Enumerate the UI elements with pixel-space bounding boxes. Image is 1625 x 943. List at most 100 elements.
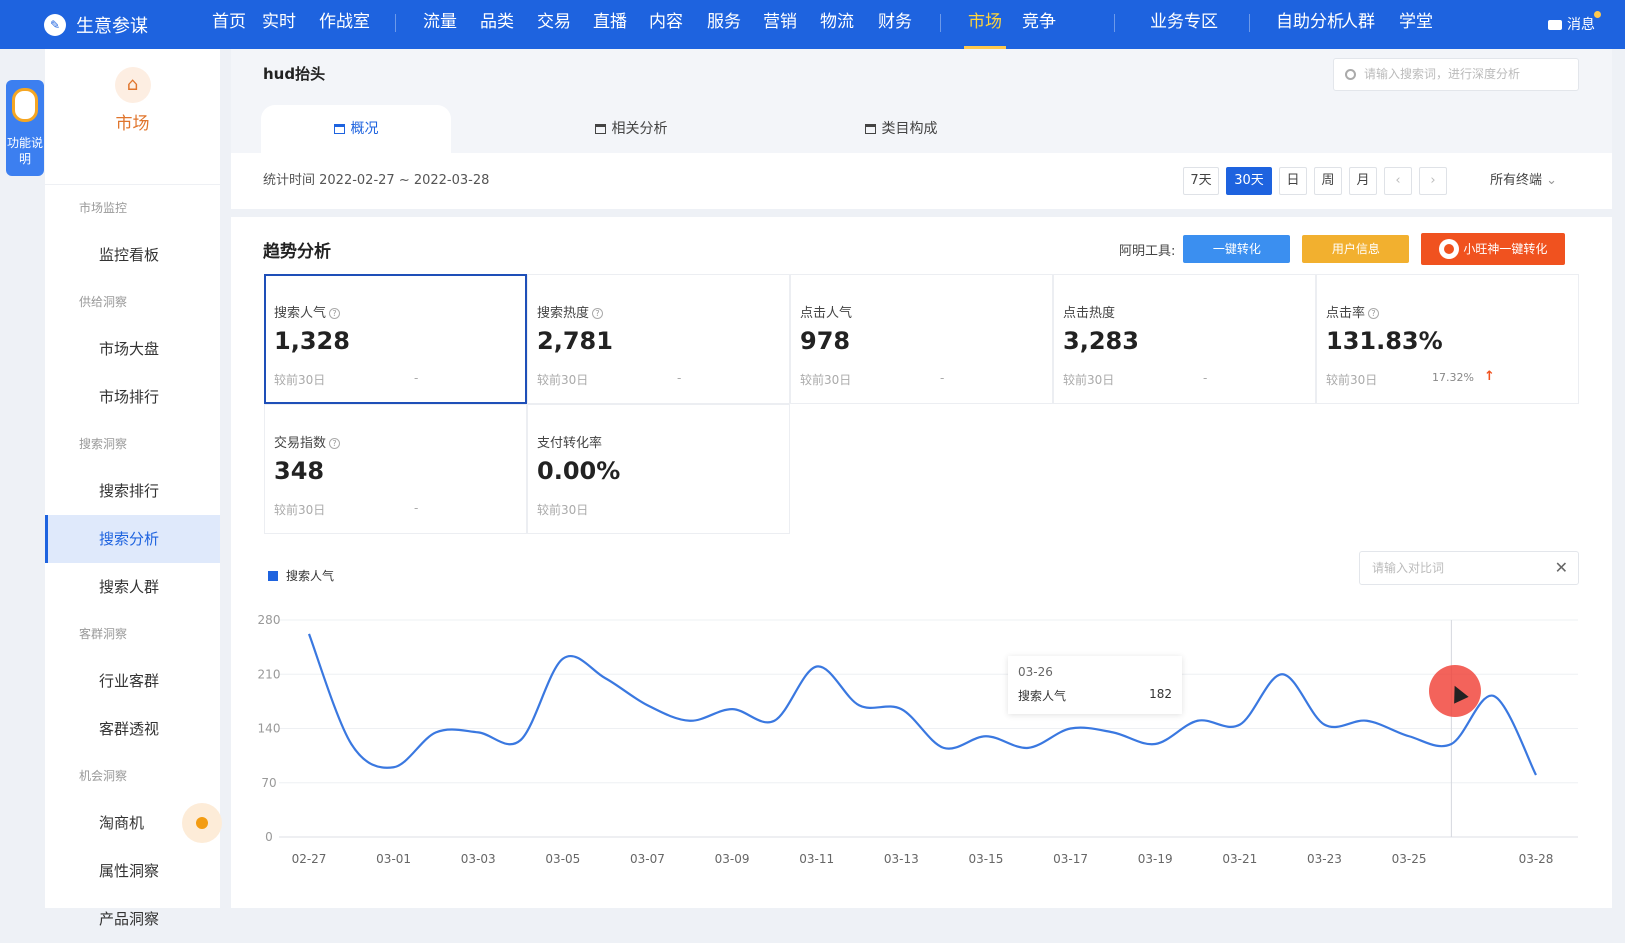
nav-item-4[interactable]: 品类 [480, 12, 514, 32]
tab-0[interactable]: 概况 [261, 105, 451, 153]
sidebar-item[interactable]: 搜索排行 [45, 467, 220, 515]
prev-icon[interactable]: ‹ [1384, 167, 1412, 195]
period-button[interactable]: 30天 [1226, 167, 1272, 195]
nav-item-6[interactable]: 直播 [593, 12, 627, 32]
wangshen-convert-button[interactable]: 小旺神一键转化 [1421, 233, 1566, 265]
metric-value: 0.00% [537, 457, 621, 485]
metric-card[interactable]: 点击人气 978 较前30日 - [790, 274, 1053, 404]
nav-item-9[interactable]: 营销 [763, 12, 797, 32]
metric-compare: 较前30日 [537, 501, 789, 518]
metric-name: 点击人气 [800, 306, 853, 321]
nav-item-11[interactable]: 财务 [878, 12, 912, 32]
metric-card[interactable]: 搜索人气? 1,328 较前30日 - [264, 274, 527, 404]
sidebar-item[interactable]: 淘商机 [45, 799, 222, 847]
keyword-search-input[interactable]: 请输入搜索词，进行深度分析 [1333, 58, 1579, 91]
sidebar-group-title: 机会洞察 [79, 769, 128, 783]
metric-card[interactable]: 交易指数? 348 较前30日 - [264, 404, 527, 534]
metric-label: 搜索人气? [274, 302, 525, 321]
metric-name: 交易指数 [274, 436, 327, 451]
period-button[interactable]: 月 [1349, 167, 1377, 195]
mascot-icon [12, 88, 38, 122]
nav-item-15[interactable]: 自助分析 [1276, 12, 1344, 32]
x-tick-label: 03-15 [969, 852, 1004, 866]
feature-guide-button[interactable]: 功能说明 [6, 80, 44, 176]
metric-value: 2,781 [537, 327, 613, 355]
sidebar-item[interactable]: 市场大盘 [45, 325, 220, 373]
help-icon[interactable]: ? [1368, 308, 1380, 319]
lock-icon [864, 124, 876, 134]
nav-item-14[interactable]: 业务专区 [1150, 12, 1218, 32]
sidebar-item[interactable]: 搜索人群 [45, 563, 220, 611]
lock-icon [333, 124, 345, 134]
metric-label: 点击人气 [800, 302, 1052, 321]
compare-label: 较前30日 [800, 373, 852, 387]
period-button[interactable]: 7天 [1183, 167, 1219, 195]
metric-compare: 较前30日 - [800, 371, 1052, 388]
nav-separator [1249, 14, 1250, 32]
one-click-convert-button[interactable]: 一键转化 [1183, 235, 1291, 263]
wangshen-convert-label: 小旺神一键转化 [1463, 242, 1548, 256]
metric-delta: - [940, 371, 945, 385]
sidebar-item[interactable]: 市场排行 [45, 373, 220, 421]
compare-placeholder: 请输入对比词 [1372, 561, 1445, 575]
nav-item-7[interactable]: 内容 [649, 12, 683, 32]
sidebar-item-label: 客群透视 [99, 720, 160, 738]
metric-value: 3,283 [1063, 327, 1139, 355]
sidebar-item[interactable]: 监控看板 [45, 231, 220, 279]
nav-item-0[interactable]: 首页 [212, 12, 246, 32]
nav-item-16[interactable]: 人群 [1341, 12, 1375, 32]
metric-card[interactable]: 搜索热度? 2,781 较前30日 - [527, 274, 790, 404]
x-tick-label: 02-27 [292, 852, 327, 866]
sidebar-item-label: 市场排行 [99, 388, 160, 406]
nav-separator [1114, 14, 1115, 32]
tools-label: 阿明工具: [1119, 243, 1176, 259]
close-icon[interactable]: ✕ [1554, 558, 1568, 577]
metric-card[interactable]: 点击率? 131.83% 较前30日 17.32% ↑ [1316, 274, 1579, 404]
compare-label: 较前30日 [1063, 373, 1115, 387]
help-icon[interactable]: ? [329, 438, 341, 449]
series-line [307, 633, 1537, 776]
compare-label: 较前30日 [1326, 373, 1378, 387]
compare-word-input[interactable]: 请输入对比词 ✕ [1359, 551, 1579, 585]
tab-label: 概况 [350, 121, 379, 137]
nav-item-3[interactable]: 流量 [423, 12, 457, 32]
sidebar-menu: 市场监控 监控看板 供给洞察 市场大盘 市场排行 搜索洞察 搜索排行 搜索分析 搜索人群 客群洞察… [45, 185, 222, 943]
help-icon[interactable]: ? [592, 308, 604, 319]
sidebar-item[interactable]: 产品洞察 [45, 895, 220, 943]
terminal-dropdown[interactable]: 所有终端 ⌄ [1490, 153, 1557, 209]
nav-item-12[interactable]: 市场 [964, 0, 1006, 49]
nav-item-13[interactable]: 竞争 [1022, 12, 1056, 32]
sidebar-item-label: 搜索分析 [99, 530, 160, 548]
nav-item-8[interactable]: 服务 [707, 12, 741, 32]
chart-legend[interactable]: 搜索人气 [268, 567, 334, 584]
nav-item-10[interactable]: 物流 [820, 12, 854, 32]
metric-card[interactable]: 点击热度 3,283 较前30日 - [1053, 274, 1316, 404]
tab-2[interactable]: 类目构成 [791, 105, 1011, 153]
help-icon[interactable]: ? [329, 308, 341, 319]
page-title: hud抬头 [263, 65, 326, 83]
sidebar-item-label: 行业客群 [99, 672, 160, 690]
period-button[interactable]: 日 [1279, 167, 1307, 195]
sidebar-item[interactable]: 搜索分析 [45, 515, 220, 563]
x-tick-label: 03-25 [1392, 852, 1427, 866]
nav-item-17[interactable]: 学堂 [1399, 12, 1433, 32]
sidebar-item[interactable]: 属性洞察 [45, 847, 220, 895]
tab-label: 类目构成 [881, 121, 938, 137]
click-indicator [1429, 665, 1481, 717]
trend-line-chart[interactable]: 0 70 140 210 280 02-27 03-01 03-03 03-05 03-07 03-… [231, 577, 1612, 908]
user-info-button[interactable]: 用户信息 [1302, 235, 1410, 263]
next-icon[interactable]: › [1419, 167, 1447, 195]
nav-item-1[interactable]: 实时 [262, 12, 296, 32]
sidebar-item[interactable]: 客群透视 [45, 705, 220, 753]
tab-1[interactable]: 相关分析 [531, 105, 731, 153]
messages-button[interactable]: 消息 [1548, 0, 1601, 49]
metric-delta: - [414, 371, 419, 385]
app-logo[interactable]: ✎ 生意参谋 [44, 12, 194, 38]
sidebar-item[interactable]: 行业客群 [45, 657, 220, 705]
period-button[interactable]: 周 [1314, 167, 1342, 195]
nav-item-2[interactable]: 作战室 [319, 12, 370, 32]
nav-item-5[interactable]: 交易 [537, 12, 571, 32]
metric-card[interactable]: 支付转化率 0.00% 较前30日 [527, 404, 790, 534]
metric-delta: 17.32% [1432, 371, 1474, 384]
top-navigation-bar: ✎ 生意参谋 首页 实时 作战室 流量 品类 交易 直播 内容 服务 营销 物流 财务 市场 竞争 业务专区… [0, 0, 1625, 49]
